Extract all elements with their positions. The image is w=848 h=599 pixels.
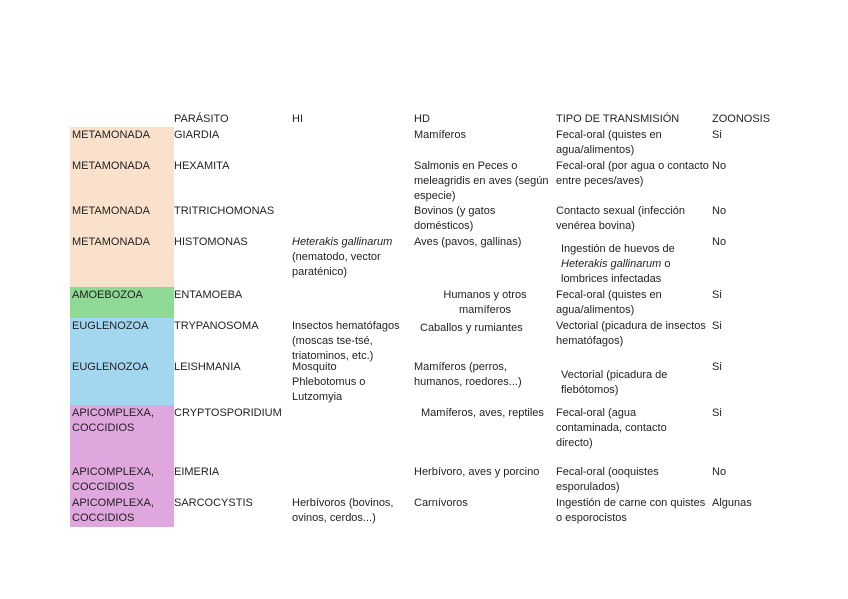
table-row-leishmania: EUGLENOZOA LEISHMANIA Mosquito Phlebotom…	[70, 359, 785, 405]
cell-hd: Mamíferos	[414, 129, 466, 141]
cell-group: METAMONADA	[70, 127, 174, 158]
table-header-row: PARÁSITO HI HD TIPO DE TRANSMISIÓN ZOONO…	[70, 111, 785, 127]
table-row-cryptosporidium: APICOMPLEXA, COCCIDIOS CRYPTOSPORIDIUM M…	[70, 405, 785, 464]
cell-hi	[292, 464, 414, 495]
cell-tipo: Fecal-oral (agua contaminada, contacto d…	[556, 405, 712, 464]
cell-parasito: TRITRICHOMONAS	[174, 205, 275, 217]
cell-tipo: Fecal-oral (ooquistes esporulados)	[556, 464, 712, 495]
hi-species-italic: Heterakis gallinarum	[292, 236, 393, 248]
cell-hi-text: Herbívoros (bovinos, ovinos, cerdos...)	[292, 497, 394, 524]
cell-zoonosis: Si	[712, 361, 722, 373]
cell-tipo: Vectorial (picadura de flebótomos)	[561, 369, 668, 396]
cell-parasito: TRYPANOSOMA	[174, 320, 259, 332]
cell-tipo: Ingestión de huevos de Heterakis gallina…	[556, 234, 712, 287]
cell-zoonosis: Si	[712, 129, 722, 141]
cell-hi-text: Insectos hematófagos (moscas tse-tsé, tr…	[292, 320, 400, 362]
header-group	[70, 111, 174, 127]
cell-tipo-text: Fecal-oral (agua contaminada, contacto d…	[556, 407, 667, 449]
cell-group: METAMONADA	[70, 158, 174, 203]
cell-group: APICOMPLEXA, COCCIDIOS	[70, 405, 174, 464]
cell-group: APICOMPLEXA, COCCIDIOS	[70, 495, 174, 527]
cell-parasito: EIMERIA	[174, 466, 220, 478]
cell-hd-text: Bovinos (y gatos domésticos)	[414, 205, 496, 232]
header-zoonosis: ZOONOSIS	[712, 113, 771, 125]
tipo-species-italic: Heterakis gallinarum	[561, 258, 662, 270]
cell-hd: Humanos y otros mamíferos	[414, 287, 556, 318]
parasite-table: PARÁSITO HI HD TIPO DE TRANSMISIÓN ZOONO…	[70, 111, 785, 527]
header-hd: HD	[414, 113, 430, 125]
hi-species-rest: (nematodo, vector paraténico)	[292, 251, 381, 278]
cell-tipo: Ingestión de carne con quistes o esporoc…	[556, 497, 706, 524]
tipo-text-post: o lombrices infectadas	[561, 258, 671, 285]
cell-parasito: HEXAMITA	[174, 160, 230, 172]
table-row-trypanosoma: EUGLENOZOA TRYPANOSOMA Insectos hematófa…	[70, 318, 785, 362]
cell-zoonosis: No	[712, 205, 727, 217]
cell-hi	[292, 203, 414, 234]
cell-parasito: SARCOCYSTIS	[174, 497, 253, 509]
cell-tipo-text: Fecal-oral (ooquistes esporulados)	[556, 466, 659, 493]
cell-hd: Herbívoro, aves y porcino	[414, 466, 540, 478]
cell-tipo: Fecal-oral (quistes en agua/alimentos)	[556, 129, 662, 156]
cell-group: EUGLENOZOA	[70, 359, 174, 405]
cell-hd-text: Humanos y otros mamíferos	[443, 289, 527, 316]
table-row-sarcocystis: APICOMPLEXA, COCCIDIOS SARCOCYSTIS Herbí…	[70, 495, 785, 527]
cell-parasito: CRYPTOSPORIDIUM	[174, 407, 282, 419]
cell-tipo: Fecal-oral (por agua o contacto entre pe…	[556, 160, 709, 187]
cell-hd: Salmonis en Peces o meleagridis en aves …	[414, 158, 556, 203]
cell-hd: Bovinos (y gatos domésticos)	[414, 203, 556, 234]
cell-hd-text: Mamíferos (perros, humanos, roedores...)	[414, 361, 522, 388]
cell-hd: Mamíferos, aves, reptiles	[421, 407, 544, 419]
cell-group: AMOEBOZOA	[70, 287, 174, 318]
cell-hi-text: Mosquito Phlebotomus o Lutzomyia	[292, 361, 366, 403]
cell-parasito: LEISHMANIA	[174, 361, 241, 373]
table-row-hexamita: METAMONADA HEXAMITA Salmonis en Peces o …	[70, 158, 785, 203]
cell-hi	[292, 405, 414, 464]
cell-hi: Mosquito Phlebotomus o Lutzomyia	[292, 359, 414, 405]
cell-zoonosis: No	[712, 236, 727, 248]
cell-hd: Caballos y rumiantes	[420, 322, 523, 334]
cell-hd-text: Salmonis en Peces o meleagridis en aves …	[414, 160, 549, 202]
cell-zoonosis: Si	[712, 320, 722, 332]
table-row-histomonas: METAMONADA HISTOMONAS Heterakis gallinar…	[70, 234, 785, 287]
cell-parasito: HISTOMONAS	[174, 236, 248, 248]
table-row-tritrichomonas: METAMONADA TRITRICHOMONAS Bovinos (y gat…	[70, 203, 785, 234]
cell-hi	[292, 127, 414, 158]
cell-tipo: Fecal-oral (quistes en agua/alimentos)	[556, 289, 662, 316]
cell-zoonosis: Algunas	[712, 497, 752, 509]
cell-hi	[292, 158, 414, 203]
cell-hi: Insectos hematófagos (moscas tse-tsé, tr…	[292, 318, 414, 362]
cell-tipo: Contacto sexual (infección venérea bovin…	[556, 205, 686, 232]
cell-parasito: GIARDIA	[174, 129, 220, 141]
cell-group: APICOMPLEXA, COCCIDIOS	[70, 464, 174, 495]
cell-zoonosis: Si	[712, 407, 722, 419]
cell-hi: Heterakis gallinarum (nematodo, vector p…	[292, 234, 414, 287]
cell-zoonosis: No	[712, 466, 727, 478]
cell-parasito: ENTAMOEBA	[174, 289, 243, 301]
cell-hd: Aves (pavos, gallinas)	[414, 236, 522, 248]
header-hi: HI	[292, 113, 303, 125]
cell-hi	[292, 287, 414, 318]
cell-group: METAMONADA	[70, 234, 174, 287]
table-row-entamoeba: AMOEBOZOA ENTAMOEBA Humanos y otros mamí…	[70, 287, 785, 318]
table-row-giardia: METAMONADA GIARDIA Mamíferos Fecal-oral …	[70, 127, 785, 158]
cell-hd: Carnívoros	[414, 497, 468, 509]
tipo-text-pre: Ingestión de huevos de	[561, 243, 675, 255]
cell-hd: Mamíferos (perros, humanos, roedores...)	[414, 359, 556, 405]
header-parasito: PARÁSITO	[174, 113, 229, 125]
cell-hi: Herbívoros (bovinos, ovinos, cerdos...)	[292, 495, 414, 527]
cell-group: EUGLENOZOA	[70, 318, 174, 359]
cell-zoonosis: Si	[712, 289, 722, 301]
cell-tipo: Vectorial (picadura de insectos hematófa…	[556, 320, 706, 347]
table-row-eimeria: APICOMPLEXA, COCCIDIOS EIMERIA Herbívoro…	[70, 464, 785, 495]
cell-group: METAMONADA	[70, 203, 174, 234]
header-tipo-transmision: TIPO DE TRANSMISIÓN	[556, 113, 680, 125]
cell-zoonosis: No	[712, 160, 727, 172]
